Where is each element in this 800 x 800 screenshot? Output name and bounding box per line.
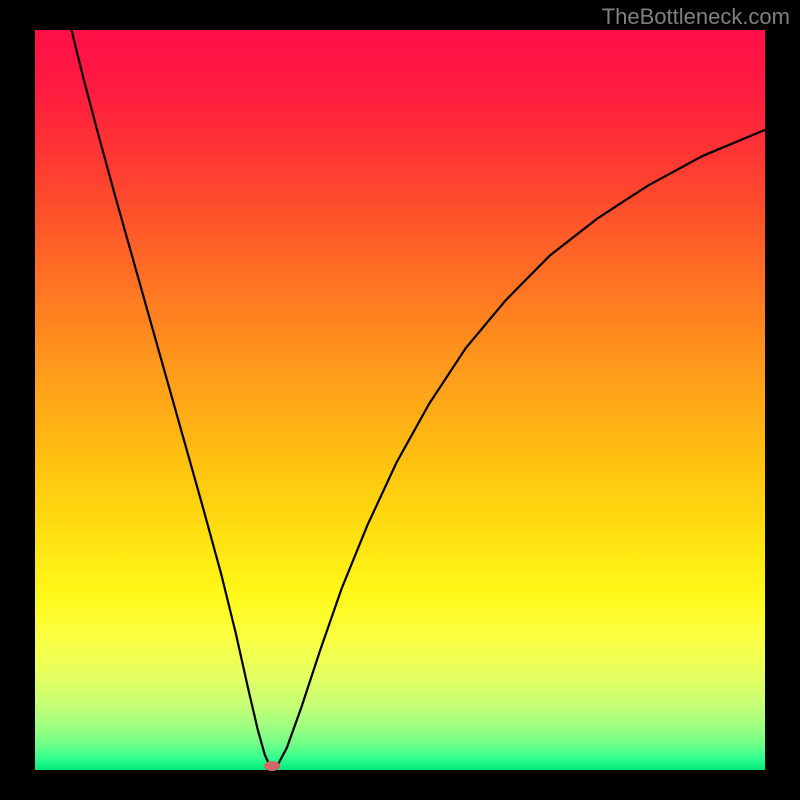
chart-plot-area — [35, 30, 765, 770]
app-root: TheBottleneck.com — [0, 0, 800, 800]
watermark: TheBottleneck.com — [602, 4, 790, 30]
chart-curve — [35, 30, 765, 770]
chart-min-marker — [264, 761, 280, 771]
